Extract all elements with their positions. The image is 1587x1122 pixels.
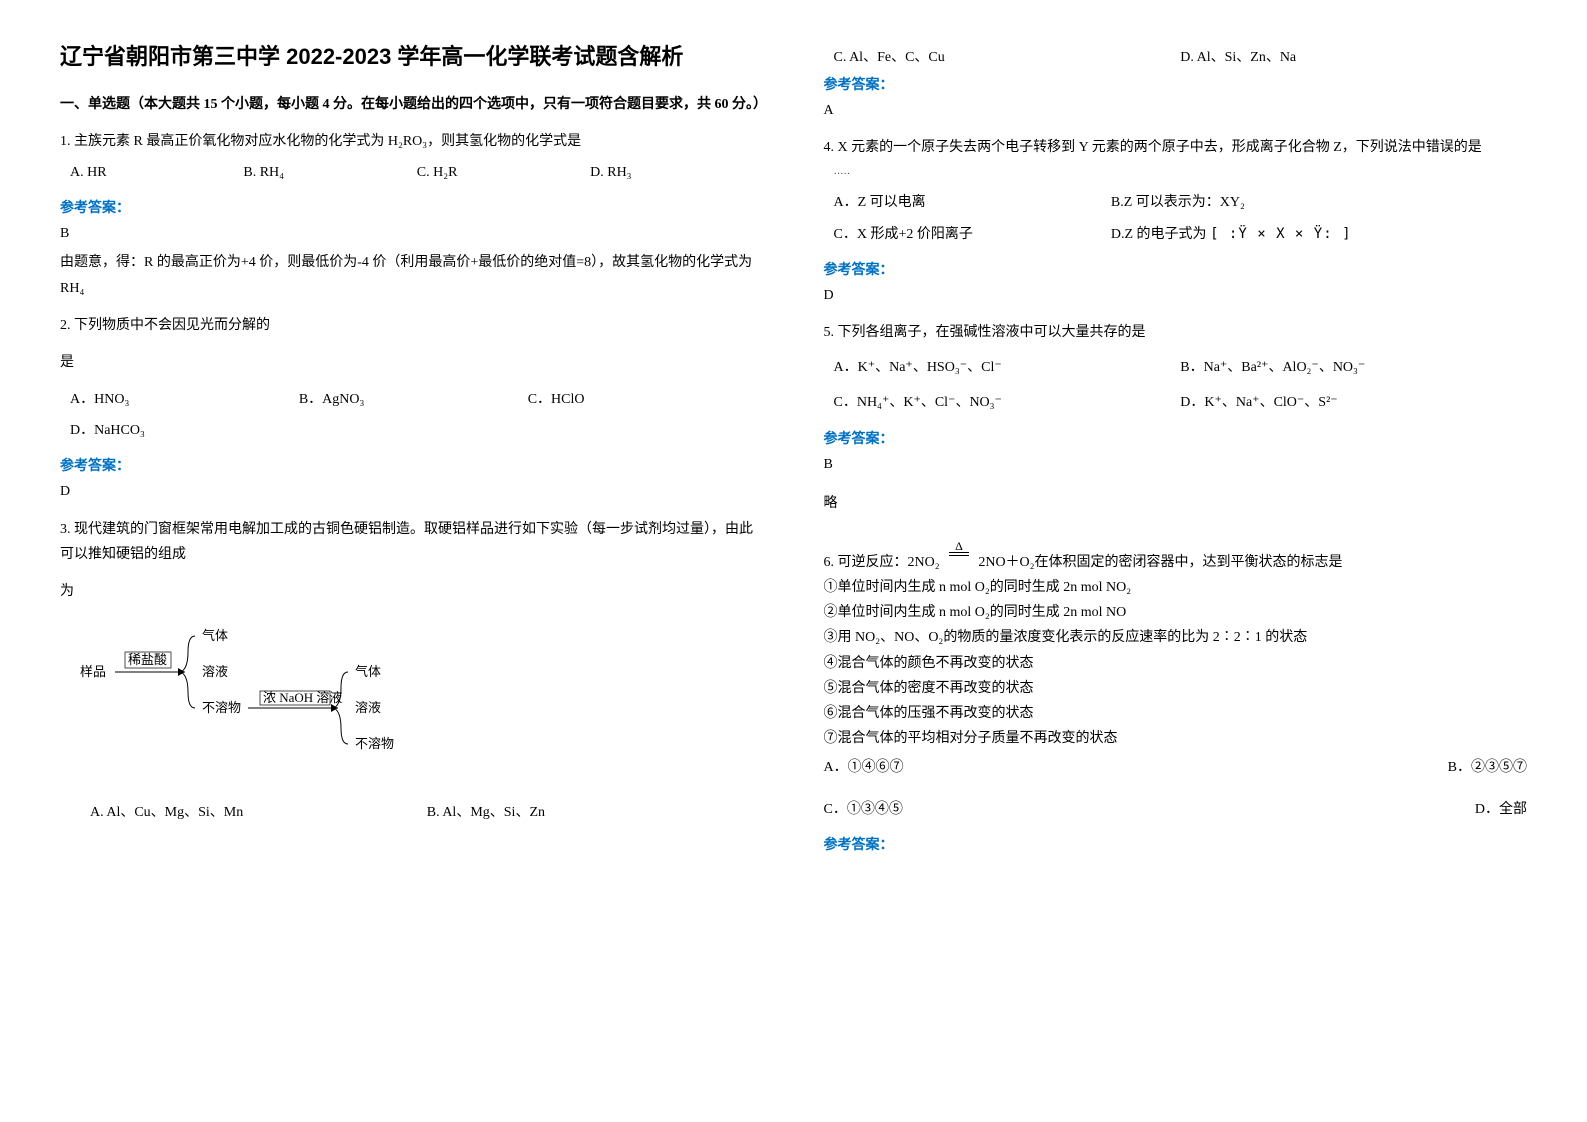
q4-hint-small: ····· — [834, 166, 1528, 184]
q2-options-row2: D．NaHCO₃ — [70, 418, 764, 443]
q4-option-c: C．X 形成+2 价阳离子 — [834, 222, 1111, 247]
q2-option-c: C．HClO — [528, 387, 757, 412]
q4-option-b: B.Z 可以表示为：XY₂ — [1111, 190, 1527, 215]
q3-answer-label: 参考答案： — [824, 74, 1528, 94]
q5-options-row2: C．NH₄⁺、K⁺、Cl⁻、NO₃⁻ D．K⁺、Na⁺、ClO⁻、S²⁻ — [834, 390, 1528, 415]
q4-options-row1: A．Z 可以电离 B.Z 可以表示为：XY₂ — [834, 190, 1528, 215]
q3-diagram-svg: 样品 稀盐酸 气体 溶液 不溶物 浓 NaOH 溶 — [80, 616, 500, 766]
question-3: 3. 现代建筑的门窗框架常用电解加工成的古铜色硬铝制造。取硬铝样品进行如下实验（… — [60, 517, 764, 605]
q2-answer-label: 参考答案： — [60, 455, 764, 475]
arrow-bottom — [949, 555, 969, 568]
diagram-naoh: 浓 NaOH 溶液 — [263, 690, 342, 705]
q4-answer: D — [824, 283, 1528, 308]
q6-item-2: ②单位时间内生成 n mol O₂的同时生成 2n mol NO — [824, 600, 1528, 625]
q5-option-c: C．NH₄⁺、K⁺、Cl⁻、NO₃⁻ — [834, 390, 1181, 415]
q2-option-d: D．NaHCO₃ — [70, 418, 764, 443]
q3-options-row2: C. Al、Fe、C、Cu D. Al、Si、Zn、Na — [834, 46, 1528, 66]
q6-stem: 6. 可逆反应：2NO₂ Δ 2NO＋O₂在体积固定的密闭容器中，达到平衡状态的… — [824, 540, 1528, 575]
q5-option-a: A．K⁺、Na⁺、HSO₃⁻、Cl⁻ — [834, 355, 1181, 380]
q3-option-c: C. Al、Fe、C、Cu — [834, 46, 1181, 66]
diagram-gas-1: 气体 — [202, 628, 228, 643]
q6-stem-pre: 6. 可逆反应：2NO₂ — [824, 555, 940, 570]
q4-option-a: A．Z 可以电离 — [834, 190, 1111, 215]
q3-stem-1: 3. 现代建筑的门窗框架常用电解加工成的古铜色硬铝制造。取硬铝样品进行如下实验（… — [60, 517, 764, 567]
q1-option-b: B. RH₄ — [243, 160, 416, 185]
q6-item-3: ③用 NO₂、NO、O₂的物质的量浓度变化表示的反应速率的比为 2∶2∶1 的状… — [824, 625, 1528, 650]
q3-option-a: A. Al、Cu、Mg、Si、Mn — [90, 801, 427, 821]
question-6: 6. 可逆反应：2NO₂ Δ 2NO＋O₂在体积固定的密闭容器中，达到平衡状态的… — [824, 540, 1528, 822]
q6-item-6: ⑥混合气体的压强不再改变的状态 — [824, 701, 1528, 726]
q1-stem: 1. 主族元素 R 最高正价氧化物对应水化物的化学式为 H₂RO₃，则其氢化物的… — [60, 129, 764, 154]
q6-stem-post: 2NO＋O₂在体积固定的密闭容器中，达到平衡状态的标志是 — [978, 555, 1342, 570]
q6-options-row1: A．①④⑥⑦ B．②③⑤⑦ — [824, 755, 1528, 780]
diagram-insol-1: 不溶物 — [202, 700, 241, 715]
q6-answer-label: 参考答案： — [824, 834, 1528, 854]
q4-answer-label: 参考答案： — [824, 259, 1528, 279]
q6-option-a: A．①④⑥⑦ — [824, 755, 1448, 780]
q1-options: A. HR B. RH₄ C. H₂R D. RH₃ — [70, 160, 764, 185]
q4-option-d-wrap: D.Z 的电子式为 [ :Ÿ × X × Ÿ: ] — [1111, 222, 1527, 247]
q6-item-4: ④混合气体的颜色不再改变的状态 — [824, 651, 1528, 676]
q4-option-d: D.Z 的电子式为 — [1111, 227, 1207, 242]
q4-options-row2: C．X 形成+2 价阳离子 D.Z 的电子式为 [ :Ÿ × X × Ÿ: ] — [834, 222, 1528, 247]
question-1: 1. 主族元素 R 最高正价氧化物对应水化物的化学式为 H₂RO₃，则其氢化物的… — [60, 129, 764, 185]
q1-answer: B — [60, 221, 764, 246]
document-title: 辽宁省朝阳市第三中学 2022-2023 学年高一化学联考试题含解析 — [60, 40, 764, 73]
right-column: C. Al、Fe、C、Cu D. Al、Si、Zn、Na 参考答案： A 4. … — [824, 40, 1528, 858]
q1-explanation: 由题意，得：R 的最高正价为+4 价，则最低价为-4 价（利用最高价+最低价的绝… — [60, 250, 764, 300]
q3-option-d: D. Al、Si、Zn、Na — [1180, 46, 1527, 66]
q2-option-a: A．HNO₃ — [70, 387, 299, 412]
diagram-insol-2: 不溶物 — [355, 736, 394, 751]
arrow-condition: Δ — [949, 540, 969, 553]
q5-stem: 5. 下列各组离子，在强碱性溶液中可以大量共存的是 — [824, 320, 1528, 345]
q6-item-1: ①单位时间内生成 n mol O₂的同时生成 2n mol NO₂ — [824, 575, 1528, 600]
q1-option-c: C. H₂R — [417, 160, 590, 185]
q1-answer-label: 参考答案： — [60, 197, 764, 217]
diagram-gas-2: 气体 — [355, 664, 381, 679]
q4-stem: 4. X 元素的一个原子失去两个电子转移到 Y 元素的两个原子中去，形成离子化合… — [824, 135, 1528, 160]
q5-answer: B — [824, 452, 1528, 477]
q5-option-b: B．Na⁺、Ba²⁺、AlO₂⁻、NO₃⁻ — [1180, 355, 1527, 380]
q5-option-d: D．K⁺、Na⁺、ClO⁻、S²⁻ — [1180, 390, 1527, 415]
q3-answer: A — [824, 98, 1528, 123]
page-root: 辽宁省朝阳市第三中学 2022-2023 学年高一化学联考试题含解析 一、单选题… — [60, 40, 1527, 858]
q6-item-5: ⑤混合气体的密度不再改变的状态 — [824, 676, 1528, 701]
q3-flow-diagram: 样品 稀盐酸 气体 溶液 不溶物 浓 NaOH 溶 — [80, 616, 764, 771]
q2-stem-1: 2. 下列物质中不会因见光而分解的 — [60, 313, 764, 338]
q2-stem-2: 是 — [60, 350, 764, 375]
q6-option-c: C．①③④⑤ — [824, 797, 1475, 822]
question-2: 2. 下列物质中不会因见光而分解的 是 A．HNO₃ B．AgNO₃ C．HCl… — [60, 313, 764, 444]
q2-option-b: B．AgNO₃ — [299, 387, 528, 412]
section-1-heading: 一、单选题（本大题共 15 个小题，每小题 4 分。在每小题给出的四个选项中，只… — [60, 93, 764, 117]
reversible-arrow-icon: Δ — [949, 540, 969, 568]
q5-explanation: 略 — [824, 491, 1528, 516]
q2-answer: D — [60, 479, 764, 504]
q6-option-b: B．②③⑤⑦ — [1448, 755, 1527, 780]
q1-option-d: D. RH₃ — [590, 160, 763, 185]
diagram-sample: 样品 — [80, 664, 106, 679]
q5-answer-label: 参考答案： — [824, 428, 1528, 448]
q5-options-row1: A．K⁺、Na⁺、HSO₃⁻、Cl⁻ B．Na⁺、Ba²⁺、AlO₂⁻、NO₃⁻ — [834, 355, 1528, 380]
q4-lewis-structure: [ :Ÿ × X × Ÿ: ] — [1210, 226, 1351, 242]
q6-options-row2: C．①③④⑤ D．全部 — [824, 797, 1528, 822]
question-5: 5. 下列各组离子，在强碱性溶液中可以大量共存的是 A．K⁺、Na⁺、HSO₃⁻… — [824, 320, 1528, 416]
diagram-sol-2: 溶液 — [355, 700, 381, 715]
q3-stem-2: 为 — [60, 579, 764, 604]
q3-option-b: B. Al、Mg、Si、Zn — [427, 801, 764, 821]
q6-item-7: ⑦混合气体的平均相对分子质量不再改变的状态 — [824, 726, 1528, 751]
q3-options-row1: A. Al、Cu、Mg、Si、Mn B. Al、Mg、Si、Zn — [90, 801, 764, 821]
left-column: 辽宁省朝阳市第三中学 2022-2023 学年高一化学联考试题含解析 一、单选题… — [60, 40, 764, 858]
question-4: 4. X 元素的一个原子失去两个电子转移到 Y 元素的两个原子中去，形成离子化合… — [824, 135, 1528, 247]
q1-option-a: A. HR — [70, 160, 243, 185]
q2-options-row1: A．HNO₃ B．AgNO₃ C．HClO — [70, 387, 764, 412]
q6-option-d: D．全部 — [1475, 797, 1527, 822]
diagram-sol-1: 溶液 — [202, 664, 228, 679]
diagram-hcl: 稀盐酸 — [128, 652, 167, 667]
